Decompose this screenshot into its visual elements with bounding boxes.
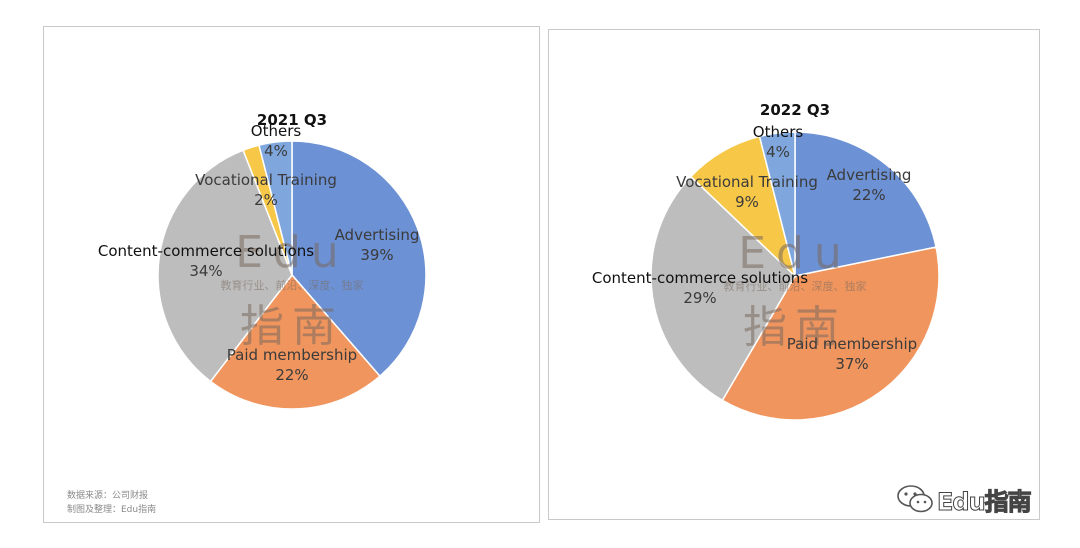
chart-panel-2022: Edu 教育行业、前沿、深度、独家指南 2022 Q3 Advertising 22% P… — [548, 29, 1040, 520]
slice-name-others: Others — [251, 122, 302, 140]
data-label-advertising: Advertising 22% — [827, 166, 912, 204]
pie-slice-others — [758, 131, 796, 277]
watermark-brand: Edu — [738, 228, 852, 279]
data-label-others: Others 4% — [753, 123, 804, 161]
slice-pct-advertising: 39% — [360, 246, 393, 264]
chart-title: 2021 Q3 — [257, 111, 327, 129]
pie-slice-content-commerce-solutions — [650, 175, 796, 402]
slice-name-vocational-training: Vocational Training — [676, 173, 818, 191]
slice-name-content-commerce-solutions: Content-commerce solutions — [98, 242, 314, 260]
source-line-2: 制图及整理：Edu指南 — [67, 505, 157, 515]
slice-name-content-commerce-solutions: Content-commerce solutions — [592, 269, 808, 287]
slice-pct-advertising: 22% — [852, 186, 885, 204]
slice-pct-others: 4% — [766, 143, 790, 161]
source-note: 数据来源：公司财报 制图及整理：Edu指南 — [67, 489, 156, 517]
pie-slice-vocational-training — [689, 135, 797, 279]
data-label-paid-membership: Paid membership 37% — [787, 335, 917, 373]
slice-pct-content-commerce-solutions: 34% — [189, 262, 222, 280]
chart-title: 2022 Q3 — [760, 101, 830, 119]
data-label-content-commerce-solutions: Content-commerce solutions 34% — [98, 242, 314, 280]
data-label-vocational-training: Vocational Training 2% — [195, 171, 337, 209]
brand-text: Edu指南 — [937, 487, 1033, 516]
slice-pct-content-commerce-solutions: 29% — [683, 289, 716, 307]
pie-slice-paid-membership — [209, 273, 381, 410]
chart-panel-2021: Edu 教育行业、前沿、深度、独家指南 2021 Q3 Advertising 39% P… — [43, 26, 540, 523]
slice-pct-paid-membership: 37% — [835, 355, 868, 373]
pie-slice-others — [258, 140, 293, 276]
slice-name-advertising: Advertising — [827, 166, 912, 184]
data-label-others: Others 4% — [251, 122, 302, 160]
watermark-tagline: 教育行业、前沿、深度、独家 — [221, 278, 364, 292]
data-label-advertising: Advertising 39% — [335, 226, 420, 264]
slice-name-paid-membership: Paid membership — [227, 346, 357, 364]
pie-slice-advertising — [291, 140, 427, 378]
watermark-name: 指南 — [240, 301, 344, 352]
watermark-brand: Edu — [235, 227, 349, 278]
source-line-1: 数据来源：公司财报 — [67, 491, 149, 501]
slice-pct-others: 4% — [264, 142, 288, 160]
brand-badge: Edu指南 — [895, 482, 1033, 516]
watermark-name: 指南 — [743, 302, 847, 353]
pie-slice-content-commerce-solutions — [157, 149, 293, 383]
slice-pct-vocational-training: 9% — [735, 193, 759, 211]
slice-name-vocational-training: Vocational Training — [195, 171, 337, 189]
pie-slice-advertising — [794, 131, 937, 277]
watermark-tagline: 教育行业、前沿、深度、独家 — [724, 279, 867, 293]
pie-slice-paid-membership — [721, 246, 940, 421]
slice-pct-vocational-training: 2% — [254, 191, 278, 209]
slice-pct-paid-membership: 22% — [275, 366, 308, 384]
wechat-icon — [897, 485, 933, 513]
slice-name-advertising: Advertising — [335, 226, 420, 244]
data-label-paid-membership: Paid membership 22% — [227, 346, 357, 384]
slice-name-paid-membership: Paid membership — [787, 335, 917, 353]
slice-name-others: Others — [753, 123, 804, 141]
data-label-vocational-training: Vocational Training 9% — [676, 173, 818, 211]
data-label-content-commerce-solutions: Content-commerce solutions 29% — [592, 269, 808, 307]
